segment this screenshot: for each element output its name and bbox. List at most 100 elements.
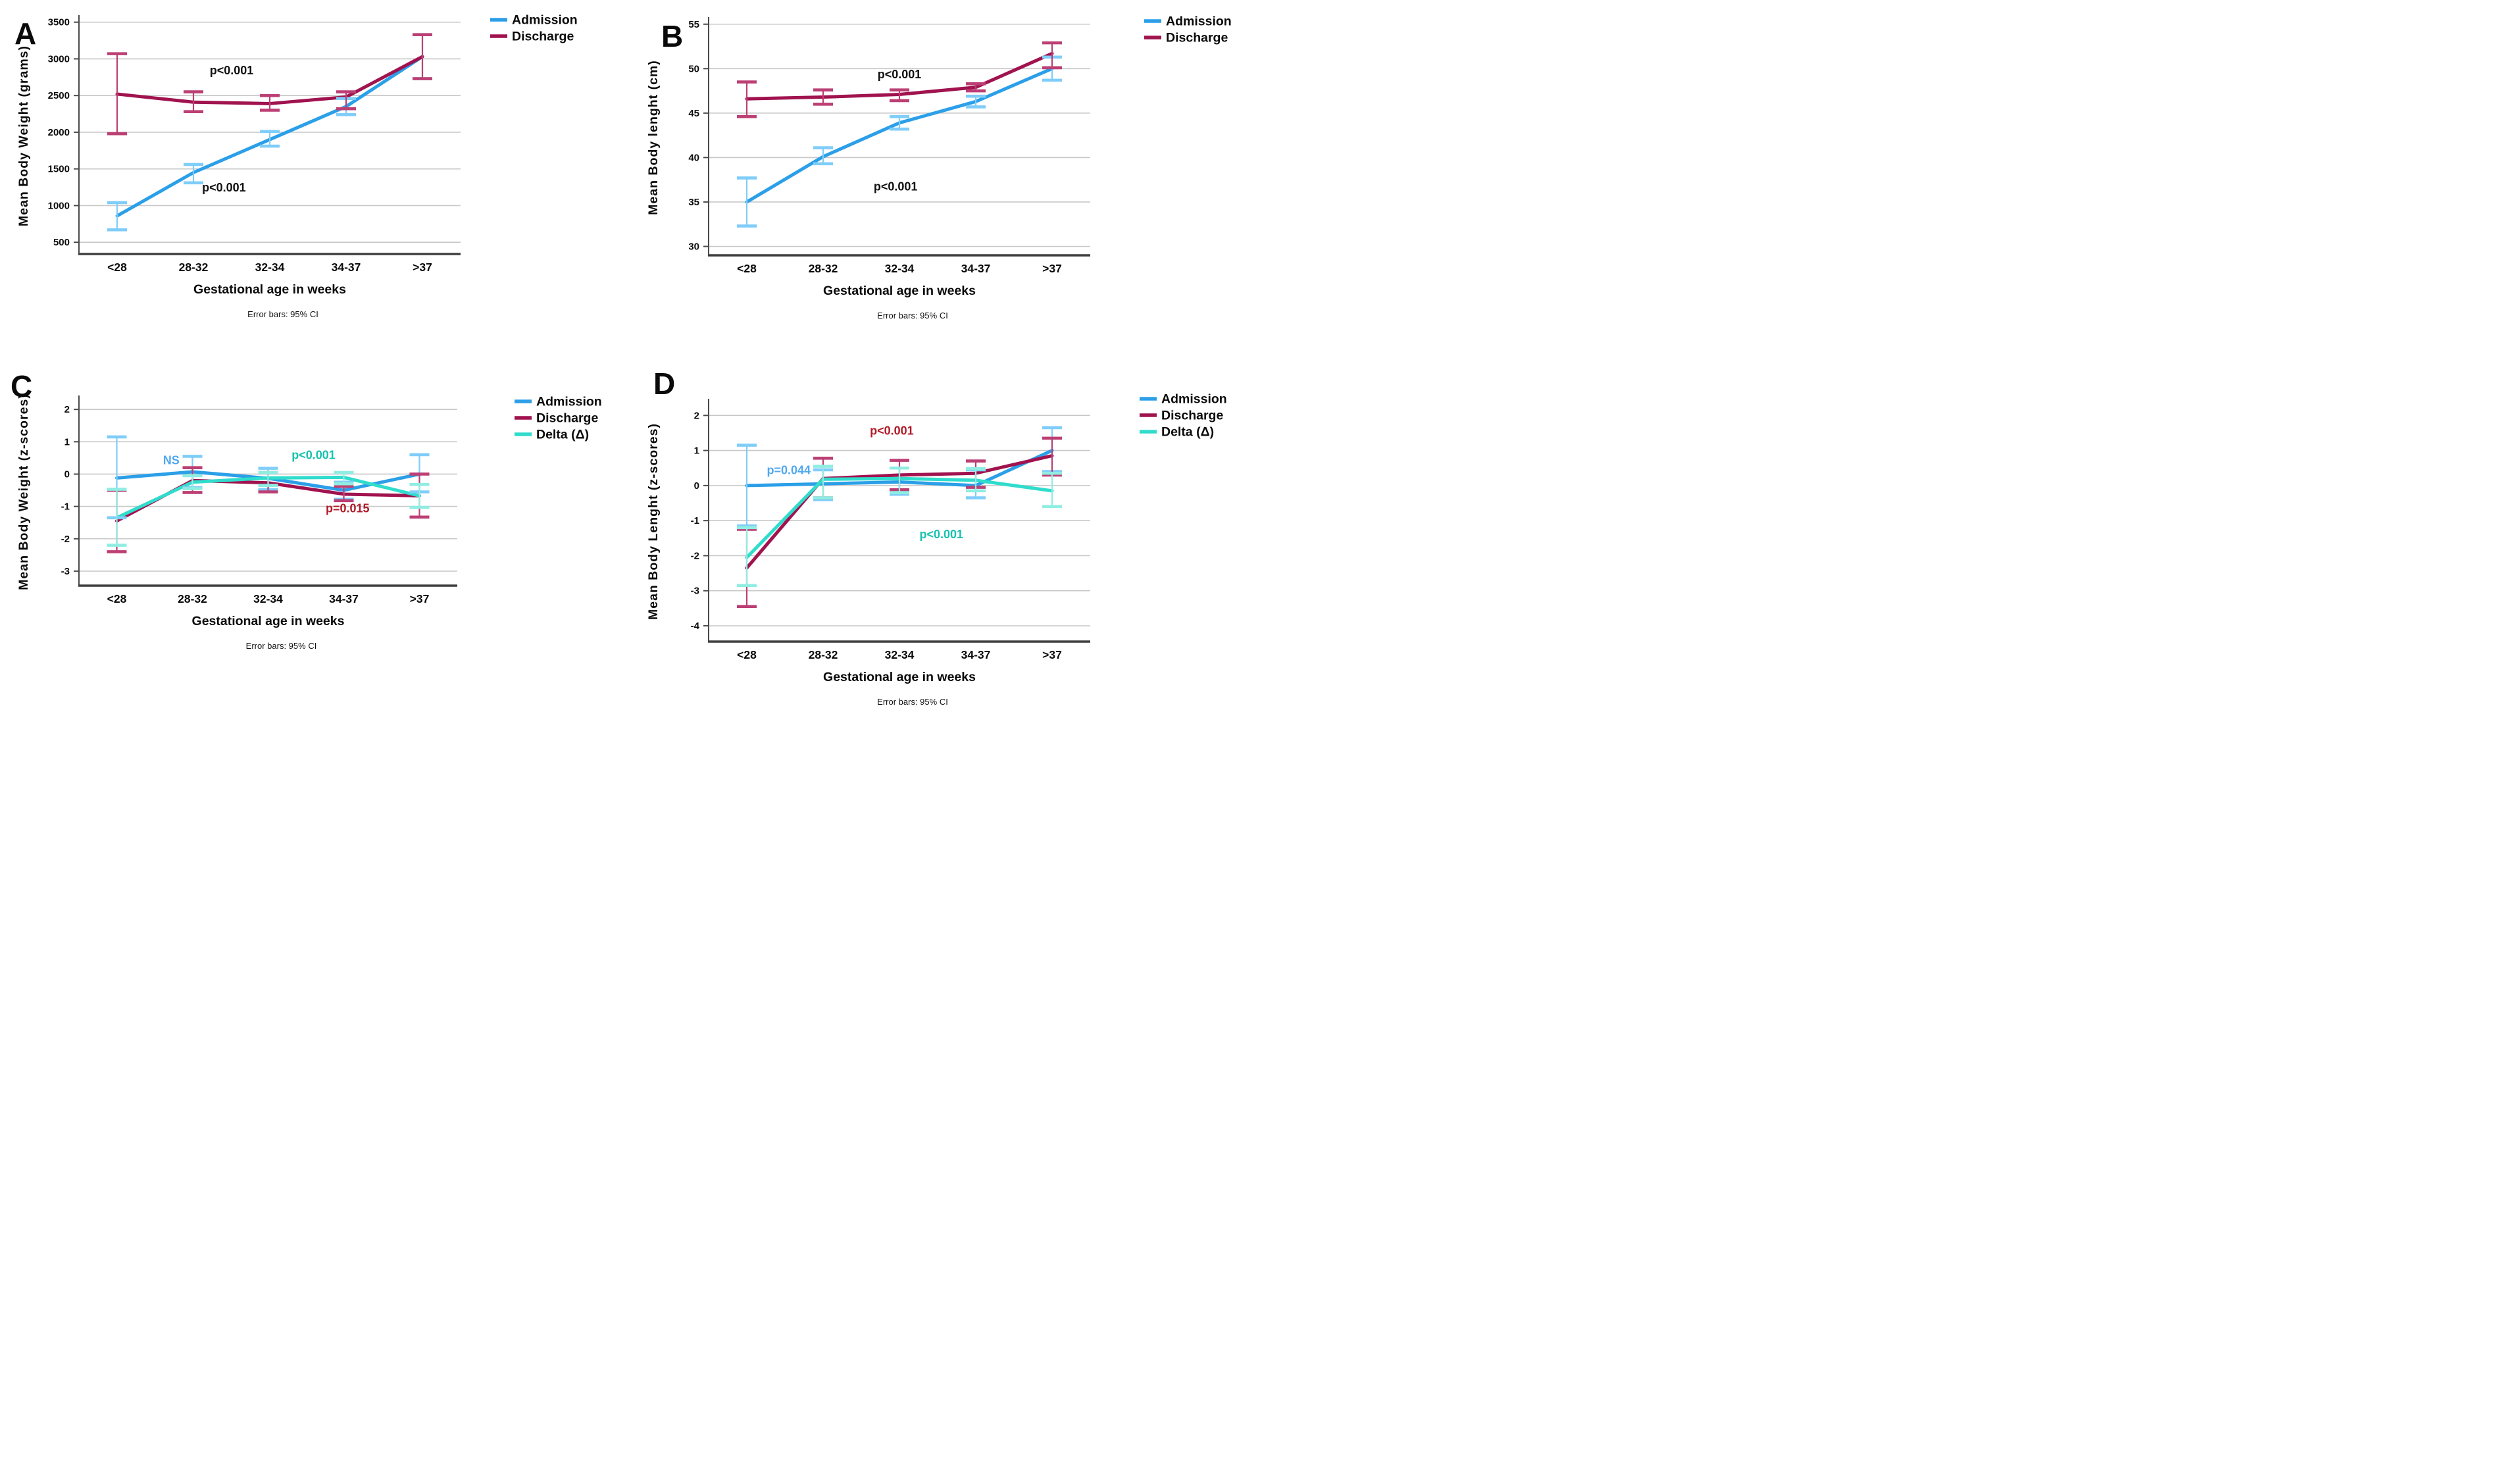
error-bars-admission — [737, 55, 1062, 228]
svg-text:28-32: 28-32 — [178, 592, 207, 605]
chart-length-cm: 30 35 40 45 50 55 <28 28-32 32-34 34-37 >37 Mean Bo… — [646, 14, 1232, 321]
svg-text:<28: <28 — [737, 648, 757, 661]
svg-text:34-37: 34-37 — [961, 262, 991, 275]
legend-label-admission: Admission — [1161, 392, 1227, 407]
chart-weight-grams: 500 1000 1500 2000 2500 3000 3500 <28 28-32 32-34… — [16, 13, 578, 320]
svg-text:3500: 3500 — [48, 17, 70, 28]
y-axis-label: Mean Body Weight (z-scores) — [16, 394, 31, 590]
x-tick-labels: <28 28-32 32-34 34-37 >37 — [737, 648, 1062, 661]
error-bars-footnote: Error bars: 95% CI — [247, 309, 318, 319]
svg-text:32-34: 32-34 — [885, 648, 915, 661]
chart-length-zscores: 2 1 0 -1 -2 -3 -4 <28 28-32 32-34 34-37 >37 Mean Bod… — [646, 392, 1227, 707]
svg-text:>37: >37 — [413, 261, 432, 274]
chart-weight-zscores: 2 1 0 -1 -2 -3 <28 28-32 32-34 34-37 >37 Mean Body … — [16, 394, 602, 651]
svg-text:34-37: 34-37 — [332, 261, 361, 274]
y-tick-labels: 2 1 0 -1 -2 -3 -4 — [691, 410, 700, 632]
svg-text:28-32: 28-32 — [809, 648, 838, 661]
p-value-annotations: p<0.001 p<0.001 — [874, 68, 921, 193]
svg-text:>37: >37 — [1042, 648, 1062, 661]
legend-label-admission: Admission — [512, 13, 578, 28]
svg-text:28-32: 28-32 — [809, 262, 838, 275]
svg-text:1: 1 — [694, 445, 699, 457]
svg-text:50: 50 — [688, 63, 699, 74]
p-value-annotations: NS p<0.001 p=0.015 — [163, 448, 370, 515]
svg-text:34-37: 34-37 — [961, 648, 991, 661]
svg-text:p<0.001: p<0.001 — [920, 528, 964, 541]
x-axis-title: Gestational age in weeks — [823, 670, 976, 684]
svg-text:p<0.001: p<0.001 — [202, 181, 246, 194]
error-bars-footnote: Error bars: 95% CI — [246, 641, 317, 651]
axis-spines — [703, 399, 1090, 643]
svg-text:32-34: 32-34 — [255, 261, 285, 274]
x-axis-title: Gestational age in weeks — [823, 284, 976, 298]
y-axis-label: Mean Body Weight (grams) — [16, 45, 31, 226]
panel-letter-d: D — [653, 367, 676, 401]
svg-text:2: 2 — [694, 410, 699, 421]
svg-text:p=0.015: p=0.015 — [326, 501, 370, 515]
svg-text:-2: -2 — [61, 534, 70, 545]
svg-text:1: 1 — [64, 436, 70, 447]
svg-text:>37: >37 — [1042, 262, 1062, 275]
svg-text:1000: 1000 — [48, 200, 70, 211]
svg-text:55: 55 — [688, 19, 699, 30]
svg-text:35: 35 — [688, 197, 699, 208]
svg-text:32-34: 32-34 — [885, 262, 915, 275]
svg-text:1500: 1500 — [48, 164, 70, 175]
four-panel-growth-figure: A 500 1000 1500 2000 2500 3000 3500 <28 28-32 32-… — [0, 0, 1260, 737]
y-tick-labels: 30 35 40 45 50 55 — [688, 19, 699, 253]
svg-text:2500: 2500 — [48, 90, 70, 101]
svg-text:-3: -3 — [61, 566, 70, 577]
panel-b-length-cm: B 30 35 40 45 50 55 <28 28-32 32-34 34-37 >37 Mean … — [630, 0, 1260, 368]
panel-letter-a: A — [14, 16, 38, 51]
svg-text:32-34: 32-34 — [253, 592, 283, 605]
svg-text:0: 0 — [64, 469, 70, 480]
error-bars-delta- — [737, 465, 1062, 588]
gridlines — [709, 23, 1090, 247]
svg-text:30: 30 — [688, 241, 699, 252]
gridlines — [709, 415, 1090, 626]
panel-letter-c: C — [11, 369, 34, 403]
error-bars-footnote: Error bars: 95% CI — [877, 697, 948, 707]
legend: Admission Discharge Delta (Δ) — [515, 395, 602, 442]
legend-label-delta-: Delta (Δ) — [1161, 425, 1214, 440]
legend: Admission Discharge Delta (Δ) — [1140, 392, 1227, 440]
svg-text:<28: <28 — [107, 261, 127, 274]
x-axis-title: Gestational age in weeks — [193, 282, 346, 297]
svg-text:-4: -4 — [691, 621, 700, 632]
svg-text:NS: NS — [163, 454, 180, 467]
error-bars-discharge — [737, 41, 1062, 118]
y-tick-labels: 500 1000 1500 2000 2500 3000 3500 — [48, 17, 70, 248]
panel-c-weight-zscores: C 2 1 0 -1 -2 -3 <28 28-32 32-34 34-37 >37 Mean Bod… — [0, 368, 630, 737]
svg-text:p<0.001: p<0.001 — [291, 448, 336, 461]
axis-spines — [74, 15, 461, 255]
legend-label-discharge: Discharge — [536, 411, 598, 426]
x-tick-labels: <28 28-32 32-34 34-37 >37 — [107, 261, 432, 274]
p-value-annotations: p=0.044 p<0.001 p<0.001 — [767, 424, 964, 541]
svg-text:p<0.001: p<0.001 — [878, 68, 922, 81]
svg-text:500: 500 — [53, 237, 70, 248]
axis-spines — [703, 17, 1090, 257]
svg-text:34-37: 34-37 — [329, 592, 359, 605]
panel-a-weight-grams: A 500 1000 1500 2000 2500 3000 3500 <28 28-32 32-… — [0, 0, 630, 368]
svg-text:p<0.001: p<0.001 — [874, 180, 918, 193]
legend-label-discharge: Discharge — [1161, 409, 1223, 423]
legend-label-admission: Admission — [1166, 14, 1232, 29]
svg-text:28-32: 28-32 — [179, 261, 209, 274]
svg-text:-2: -2 — [691, 550, 699, 561]
svg-text:40: 40 — [688, 152, 699, 163]
x-tick-labels: <28 28-32 32-34 34-37 >37 — [737, 262, 1062, 275]
legend: Admission Discharge — [490, 13, 578, 44]
x-tick-labels: <28 28-32 32-34 34-37 >37 — [107, 592, 430, 605]
legend: Admission Discharge — [1144, 14, 1232, 45]
p-value-annotations: p<0.001 p<0.001 — [202, 64, 253, 194]
x-axis-title: Gestational age in weeks — [192, 614, 345, 628]
svg-text:<28: <28 — [737, 262, 757, 275]
y-tick-labels: 2 1 0 -1 -2 -3 — [61, 404, 70, 577]
svg-text:-1: -1 — [61, 501, 70, 513]
error-bars-discharge — [107, 33, 432, 136]
gridlines — [79, 21, 461, 243]
error-bars-footnote: Error bars: 95% CI — [877, 311, 948, 320]
svg-text:-3: -3 — [691, 586, 699, 597]
svg-text:45: 45 — [688, 108, 699, 119]
axis-spines — [74, 395, 457, 587]
